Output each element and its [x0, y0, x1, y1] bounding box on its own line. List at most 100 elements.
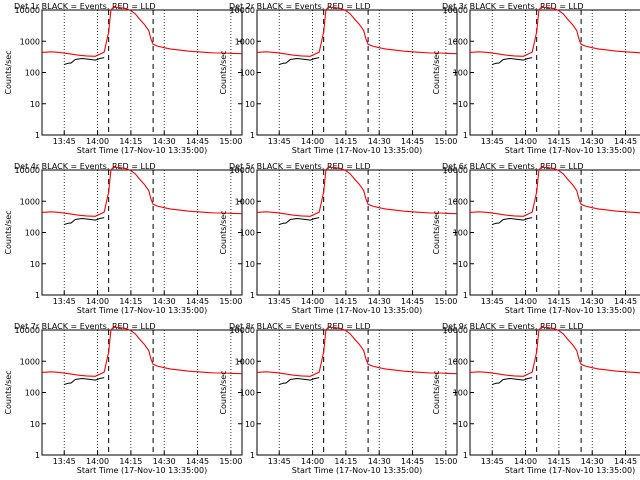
panel-4: Det 4r BLACK = Events, RED = LLD 1 10 100 10…	[4, 162, 243, 315]
series-events-line	[492, 217, 533, 225]
y-axis-label: Counts/sec	[4, 50, 13, 94]
y-tick-label: 1000	[448, 197, 468, 206]
y-axis-label: Counts/sec	[432, 210, 441, 254]
x-tick-label: 15:00	[434, 137, 457, 146]
series-lld-line	[469, 6, 640, 57]
x-tick-label: 14:15	[547, 457, 570, 466]
x-axis-label: Start Time (17-Nov-10 13:35:00)	[77, 466, 207, 475]
x-tick-label: 14:30	[581, 297, 604, 306]
series-lld-line	[41, 326, 243, 377]
x-tick-label: 13:45	[268, 137, 291, 146]
x-tick-label: 15:00	[219, 297, 242, 306]
panel-2: Det 2r BLACK = Events, RED = LLD 1 10 100 10…	[219, 2, 458, 155]
panel-title: Det 9r BLACK = Events, RED = LLD	[442, 322, 584, 331]
y-tick-label: 1000	[20, 357, 40, 366]
y-tick-label: 1000	[20, 197, 40, 206]
y-tick-label: 10000	[230, 166, 255, 175]
x-axis-label: Start Time (17-Nov-10 13:35:00)	[292, 306, 422, 315]
x-tick-label: 14:15	[334, 457, 357, 466]
x-tick-label: 14:45	[614, 457, 637, 466]
panel-title: Det 8r BLACK = Events, RED = LLD	[229, 322, 371, 331]
plot-frame	[41, 329, 243, 456]
x-tick-label: 14:45	[401, 457, 424, 466]
panel-7: Det 7r BLACK = Events, RED = LLD 1 10 100 10…	[4, 322, 243, 475]
y-tick-label: 1	[463, 291, 468, 300]
y-tick-label: 10	[245, 100, 255, 109]
y-tick-label: 10000	[230, 6, 255, 15]
x-axis-label: Start Time (17-Nov-10 13:35:00)	[505, 146, 635, 155]
x-tick-label: 15:00	[434, 457, 457, 466]
x-tick-label: 13:45	[53, 297, 76, 306]
panel-9: Det 9r BLACK = Events, RED = LLD 1 10 100 10…	[432, 322, 640, 475]
y-tick-label: 10000	[230, 326, 255, 335]
panel-title: Det 2r BLACK = Events, RED = LLD	[229, 2, 371, 11]
series-lld-line	[469, 326, 640, 377]
x-tick-label: 14:00	[514, 297, 537, 306]
x-tick-label: 14:00	[86, 297, 109, 306]
y-tick-label: 1	[250, 451, 255, 460]
y-tick-label: 100	[25, 389, 40, 398]
y-tick-label: 10	[458, 260, 468, 269]
y-tick-label: 100	[453, 389, 468, 398]
x-axis-label: Start Time (17-Nov-10 13:35:00)	[292, 466, 422, 475]
series-events-line	[279, 377, 320, 385]
y-tick-label: 1000	[20, 37, 40, 46]
y-tick-label: 1	[463, 451, 468, 460]
x-tick-label: 14:00	[301, 297, 324, 306]
y-tick-label: 100	[240, 69, 255, 78]
x-tick-label: 14:00	[86, 137, 109, 146]
x-tick-label: 13:45	[53, 137, 76, 146]
x-tick-label: 14:00	[86, 457, 109, 466]
x-tick-label: 14:30	[153, 137, 176, 146]
x-tick-label: 14:15	[547, 297, 570, 306]
y-tick-label: 10000	[15, 6, 40, 15]
x-tick-label: 14:00	[514, 457, 537, 466]
series-lld-line	[256, 166, 458, 217]
x-tick-label: 14:30	[368, 457, 391, 466]
panel-1: Det 1r BLACK = Events, RED = LLD 1 10 100 10…	[4, 2, 243, 155]
series-events-line	[279, 57, 320, 65]
series-lld-line	[256, 6, 458, 57]
x-tick-label: 14:15	[547, 137, 570, 146]
panel-3: Det 3r BLACK = Events, RED = LLD 1 10 100 10…	[432, 2, 640, 155]
panel-title: Det 4r BLACK = Events, RED = LLD	[14, 162, 156, 171]
x-tick-label: 13:45	[481, 457, 504, 466]
y-axis-label: Counts/sec	[432, 50, 441, 94]
x-axis-label: Start Time (17-Nov-10 13:35:00)	[77, 306, 207, 315]
x-tick-label: 14:45	[186, 457, 209, 466]
plot-frame	[41, 9, 243, 136]
y-tick-label: 100	[25, 69, 40, 78]
series-events-line	[64, 217, 105, 225]
y-tick-label: 10	[30, 420, 40, 429]
panel-title: Det 3r BLACK = Events, RED = LLD	[442, 2, 584, 11]
y-tick-label: 100	[453, 229, 468, 238]
y-tick-label: 10	[458, 100, 468, 109]
x-tick-label: 15:00	[219, 457, 242, 466]
plot-frame	[469, 329, 640, 456]
y-tick-label: 1	[250, 291, 255, 300]
x-tick-label: 14:30	[368, 137, 391, 146]
x-tick-label: 14:30	[153, 457, 176, 466]
panel-title: Det 7r BLACK = Events, RED = LLD	[14, 322, 156, 331]
y-tick-label: 1	[35, 131, 40, 140]
panel-title: Det 1r BLACK = Events, RED = LLD	[14, 2, 156, 11]
x-axis-label: Start Time (17-Nov-10 13:35:00)	[77, 146, 207, 155]
x-tick-label: 14:00	[514, 137, 537, 146]
x-tick-label: 14:15	[334, 137, 357, 146]
y-tick-label: 1	[250, 131, 255, 140]
x-tick-label: 13:45	[481, 297, 504, 306]
series-events-line	[492, 57, 533, 65]
series-events-line	[64, 377, 105, 385]
plot-frame	[41, 169, 243, 296]
x-tick-label: 15:00	[219, 137, 242, 146]
plot-frame	[256, 9, 458, 136]
y-tick-label: 10	[458, 420, 468, 429]
y-axis-label: Counts/sec	[219, 210, 228, 254]
x-tick-label: 14:15	[119, 137, 142, 146]
plot-frame	[469, 169, 640, 296]
x-tick-label: 14:45	[614, 297, 637, 306]
y-tick-label: 1000	[235, 357, 255, 366]
series-lld-line	[256, 326, 458, 377]
x-tick-label: 14:30	[153, 297, 176, 306]
x-axis-label: Start Time (17-Nov-10 13:35:00)	[292, 146, 422, 155]
